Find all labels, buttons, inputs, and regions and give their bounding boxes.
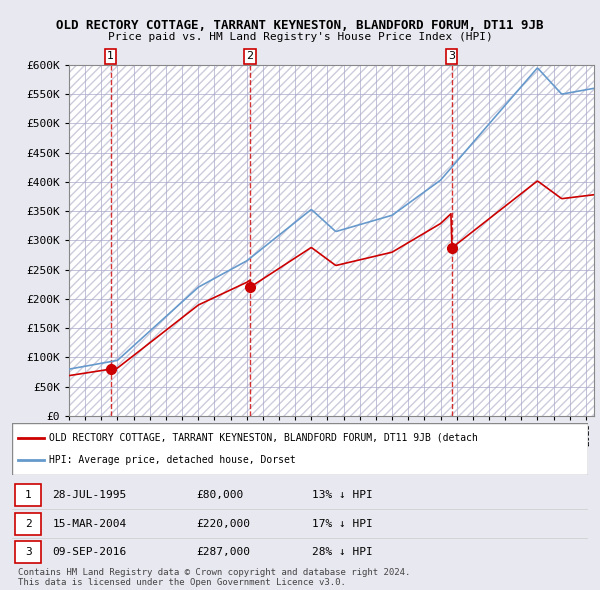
- Text: 17% ↓ HPI: 17% ↓ HPI: [311, 519, 372, 529]
- Text: 28-JUL-1995: 28-JUL-1995: [52, 490, 127, 500]
- Text: £287,000: £287,000: [196, 547, 250, 557]
- Text: OLD RECTORY COTTAGE, TARRANT KEYNESTON, BLANDFORD FORUM, DT11 9JB: OLD RECTORY COTTAGE, TARRANT KEYNESTON, …: [56, 19, 544, 32]
- Text: HPI: Average price, detached house, Dorset: HPI: Average price, detached house, Dors…: [49, 455, 296, 466]
- Text: 28% ↓ HPI: 28% ↓ HPI: [311, 547, 372, 557]
- Text: 3: 3: [25, 547, 32, 557]
- FancyBboxPatch shape: [15, 513, 41, 535]
- Text: Price paid vs. HM Land Registry's House Price Index (HPI): Price paid vs. HM Land Registry's House …: [107, 32, 493, 42]
- FancyBboxPatch shape: [15, 541, 41, 563]
- Text: 1: 1: [107, 51, 114, 61]
- Text: 3: 3: [448, 51, 455, 61]
- Text: 09-SEP-2016: 09-SEP-2016: [52, 547, 127, 557]
- Text: OLD RECTORY COTTAGE, TARRANT KEYNESTON, BLANDFORD FORUM, DT11 9JB (detach: OLD RECTORY COTTAGE, TARRANT KEYNESTON, …: [49, 432, 478, 442]
- Text: Contains HM Land Registry data © Crown copyright and database right 2024.
This d: Contains HM Land Registry data © Crown c…: [18, 568, 410, 587]
- Text: 15-MAR-2004: 15-MAR-2004: [52, 519, 127, 529]
- FancyBboxPatch shape: [12, 423, 588, 475]
- Text: 1: 1: [25, 490, 32, 500]
- Text: 13% ↓ HPI: 13% ↓ HPI: [311, 490, 372, 500]
- FancyBboxPatch shape: [15, 484, 41, 506]
- Text: £80,000: £80,000: [196, 490, 244, 500]
- Text: £220,000: £220,000: [196, 519, 250, 529]
- Text: 2: 2: [247, 51, 254, 61]
- Text: 2: 2: [25, 519, 32, 529]
